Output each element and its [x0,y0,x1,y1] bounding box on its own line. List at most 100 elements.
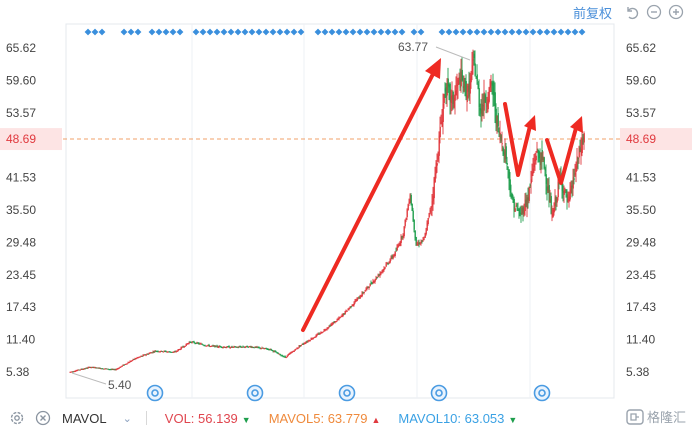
candle-body [581,139,583,153]
candle-body [472,59,474,61]
candle-body [173,351,175,353]
undo-icon[interactable] [624,4,640,20]
candle-body [554,197,556,206]
candle-body [493,92,495,96]
y-tick-label-left: 59.60 [6,73,36,87]
candle-body [100,368,102,370]
candle-body [261,347,263,349]
candle-body [363,291,365,294]
event-marker-diamond [176,28,184,36]
candle-body [401,236,403,238]
candle-body [442,103,444,122]
candle-body [453,97,455,108]
candle-body [441,120,443,127]
candle-body [301,343,303,345]
candle-body [426,223,428,231]
zoom-in-icon[interactable] [668,4,684,20]
candle-body [465,81,467,98]
indicator-select[interactable]: MAVOL [62,410,107,426]
candle-body [440,122,442,124]
candle-body [343,313,345,315]
candle-body [167,351,169,353]
candle-body [434,173,436,183]
event-marker-diamond [276,28,284,36]
event-q-badge [338,384,356,402]
candle-body [247,346,249,348]
candle-body [123,364,125,366]
candle-body [98,367,100,369]
candle-body [481,103,483,116]
candle-body [332,322,334,325]
candle-body [165,351,167,353]
candle-body [266,348,268,350]
candle-body [90,367,92,369]
candle-body [85,367,87,369]
candle-body [175,351,177,353]
candle-body [485,102,487,104]
zoom-out-icon[interactable] [646,4,662,20]
candle-body [69,371,71,373]
candle-body [497,113,499,127]
candle-body [520,212,522,215]
candle-body [230,346,232,348]
candle-body [457,79,459,85]
candle-body [539,159,541,166]
candle-body [394,251,396,256]
candle-body [212,345,214,347]
candle-body [349,306,351,308]
candle-body [191,341,193,343]
event-q-badge [430,384,448,402]
candle-body [103,368,105,370]
candle-body [297,347,299,349]
close-indicator-icon[interactable] [34,409,52,427]
event-marker-diamond [398,28,406,36]
candle-body [462,86,464,89]
candle-body [460,71,462,87]
candle-body [337,318,339,320]
settings-gear-icon[interactable] [8,409,26,427]
y-tick-label-right: 53.57 [626,106,656,120]
annotation-arrow-w2 [545,126,578,185]
candle-body [547,186,549,193]
candle-body [390,256,392,259]
candle-body [94,367,96,369]
candle-body [317,333,319,335]
candle-body [340,315,342,318]
candle-body [285,357,287,359]
candle-body [518,208,520,217]
candle-body [195,342,197,344]
price-adjust-button[interactable]: 前复权 [572,5,612,21]
candle-body [270,348,272,351]
candle-body [190,341,192,343]
event-marker-diamond [384,28,392,36]
candle-body [159,351,161,353]
candle-body [164,350,166,352]
candle-body [202,344,204,346]
candle-body [224,346,226,348]
candle-body [335,321,337,323]
chevron-down-icon[interactable]: ⌄ [122,412,132,425]
candle-body [218,346,220,348]
event-marker-diamond [283,28,291,36]
candle-body [330,324,332,326]
candlestick-chart[interactable]: 65.62 65.62 59.60 59.60 53.57 53.57 41.53 41.53… [0,0,692,405]
candle-body [478,88,480,107]
candle-body [569,189,571,200]
candle-body [126,363,128,365]
candle-body [407,205,409,211]
candle-body [133,358,135,360]
y-tick-label-left: 17.43 [6,300,36,314]
candle-body [466,95,468,103]
candle-body [276,352,278,354]
candle-body [142,354,144,357]
candle-body [145,354,147,356]
candle-body [382,269,384,272]
event-marker-diamond [227,28,235,36]
candle-body [282,355,284,357]
y-tick-label-right: 5.38 [626,365,650,379]
candle-body [396,246,398,251]
event-marker-diamond [377,28,385,36]
candle-body [260,348,262,350]
mavol10-readout: MAVOL10: 63.053 ▼ [398,411,517,426]
candle-body [238,346,240,348]
